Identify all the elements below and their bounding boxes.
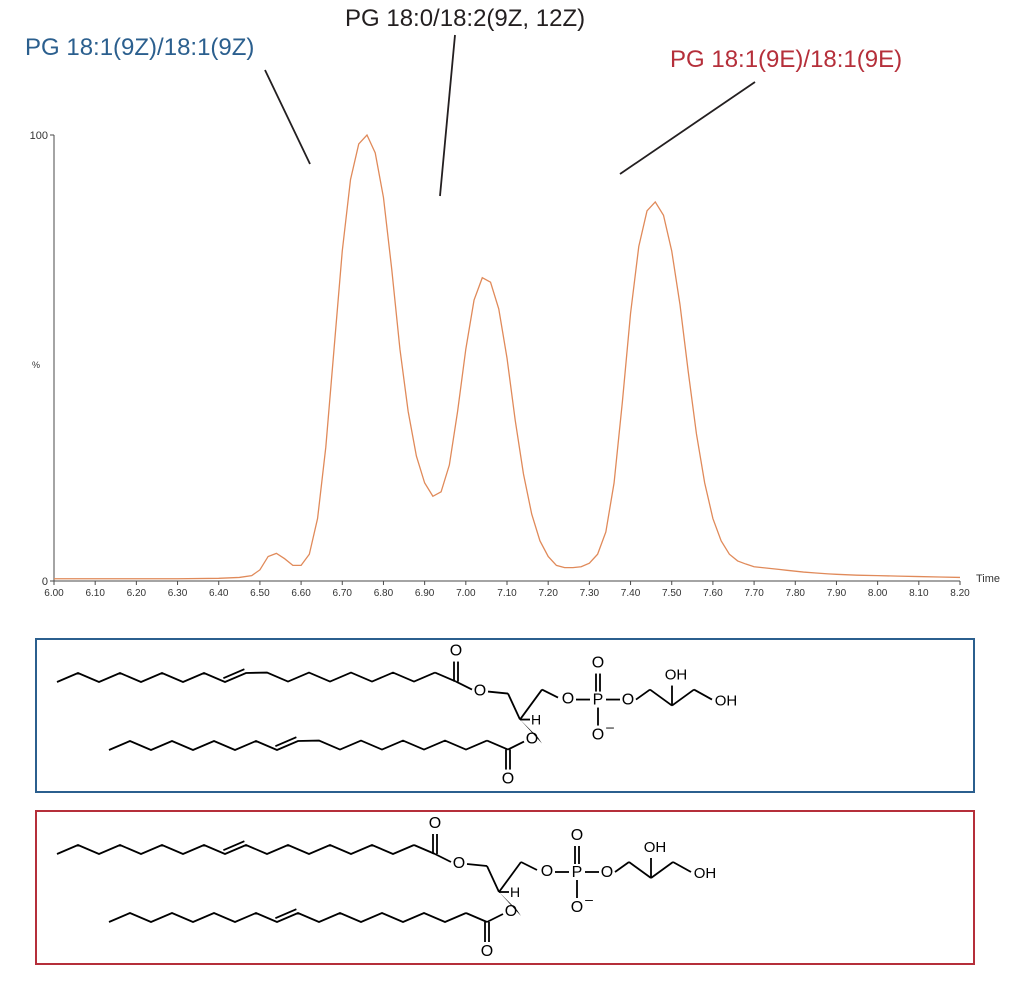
svg-text:100: 100 — [30, 130, 48, 142]
peak2-label: PG 18:0/18:2(9Z, 12Z) — [345, 5, 585, 33]
structure-box-e-isomer: OOOOHOPOO–OOHOH — [35, 810, 975, 965]
y-axis-title: % — [32, 360, 40, 370]
svg-text:O: O — [526, 731, 538, 748]
svg-text:OH: OH — [694, 865, 717, 882]
svg-text:OH: OH — [665, 667, 688, 684]
svg-text:6.40: 6.40 — [209, 588, 229, 599]
svg-text:O: O — [450, 643, 462, 660]
svg-text:O: O — [601, 864, 613, 881]
svg-text:O: O — [541, 863, 553, 880]
svg-text:7.90: 7.90 — [827, 588, 847, 599]
svg-text:O: O — [505, 903, 517, 920]
svg-text:6.90: 6.90 — [415, 588, 435, 599]
svg-text:6.00: 6.00 — [44, 588, 64, 599]
svg-text:O: O — [502, 771, 514, 788]
structure-box-z-isomer: OOOOHOPOO–OOHOH — [35, 638, 975, 793]
svg-text:OH: OH — [715, 693, 738, 710]
svg-text:6.50: 6.50 — [250, 588, 270, 599]
svg-text:8.10: 8.10 — [909, 588, 929, 599]
x-axis-title: Time — [976, 573, 1000, 585]
svg-text:O: O — [592, 655, 604, 672]
svg-text:7.40: 7.40 — [621, 588, 641, 599]
svg-text:7.30: 7.30 — [580, 588, 600, 599]
svg-text:6.60: 6.60 — [291, 588, 311, 599]
svg-text:–: – — [606, 719, 614, 735]
svg-text:–: – — [585, 891, 593, 907]
svg-text:O: O — [571, 827, 583, 844]
svg-text:OH: OH — [644, 839, 667, 856]
svg-text:7.50: 7.50 — [662, 588, 682, 599]
structure-z-isomer-svg: OOOOHOPOO–OOHOH — [37, 640, 973, 791]
svg-text:6.80: 6.80 — [374, 588, 394, 599]
svg-text:8.00: 8.00 — [868, 588, 888, 599]
chromatogram-svg: 0 100 6.00 6.10 6.20 6.30 6.40 6.50 6.60 6.70 6.80… — [30, 125, 996, 605]
svg-text:0: 0 — [42, 576, 48, 588]
svg-text:P: P — [572, 864, 583, 881]
svg-text:7.70: 7.70 — [744, 588, 764, 599]
svg-text:O: O — [622, 692, 634, 709]
svg-text:H: H — [510, 884, 520, 900]
svg-text:H: H — [531, 712, 541, 728]
svg-text:7.00: 7.00 — [456, 588, 476, 599]
svg-text:O: O — [453, 855, 465, 872]
svg-text:O: O — [562, 691, 574, 708]
peak3-label: PG 18:1(9E)/18:1(9E) — [670, 46, 902, 74]
svg-text:6.30: 6.30 — [168, 588, 188, 599]
svg-text:7.20: 7.20 — [538, 588, 558, 599]
svg-text:8.20: 8.20 — [950, 588, 970, 599]
svg-text:O: O — [429, 815, 441, 832]
svg-text:7.60: 7.60 — [703, 588, 723, 599]
svg-text:P: P — [593, 692, 604, 709]
peak1-label: PG 18:1(9Z)/18:1(9Z) — [25, 34, 254, 62]
svg-text:O: O — [592, 727, 604, 744]
svg-text:O: O — [481, 943, 493, 960]
svg-text:6.20: 6.20 — [127, 588, 147, 599]
structure-e-isomer-svg: OOOOHOPOO–OOHOH — [37, 812, 973, 963]
svg-text:7.80: 7.80 — [786, 588, 806, 599]
svg-text:O: O — [474, 683, 486, 700]
svg-text:6.70: 6.70 — [333, 588, 353, 599]
svg-text:O: O — [571, 899, 583, 916]
svg-text:7.10: 7.10 — [497, 588, 517, 599]
svg-text:6.10: 6.10 — [85, 588, 105, 599]
chromatogram-chart: 0 100 6.00 6.10 6.20 6.30 6.40 6.50 6.60 6.70 6.80… — [30, 125, 996, 605]
